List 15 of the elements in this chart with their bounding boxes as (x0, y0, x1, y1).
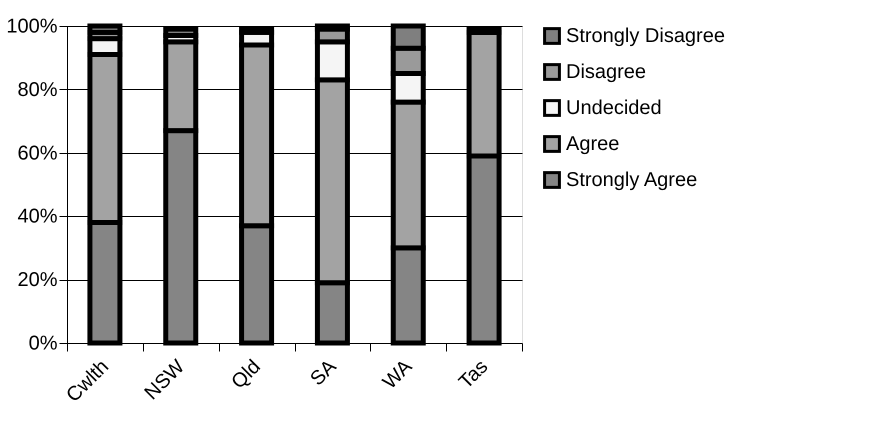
y-tick-label: 0% (28, 332, 58, 354)
legend-label: Strongly Disagree (566, 25, 725, 47)
x-tick-label: SA (306, 355, 342, 390)
y-tick-label: 80% (17, 78, 58, 101)
legend-label: Undecided (566, 97, 662, 119)
y-tick-label: 40% (17, 206, 58, 228)
legend-label: Strongly Agree (566, 169, 698, 191)
y-tick-label: 100% (6, 16, 58, 38)
x-tick-label: Tas (454, 356, 492, 394)
y-tick-label: 60% (17, 142, 58, 164)
legend-label: Disagree (566, 61, 646, 83)
x-tick-label: Qld (227, 356, 265, 394)
y-tick-label: 20% (17, 269, 58, 292)
x-tick-label: WA (378, 355, 417, 394)
legend-label: Agree (566, 133, 620, 155)
